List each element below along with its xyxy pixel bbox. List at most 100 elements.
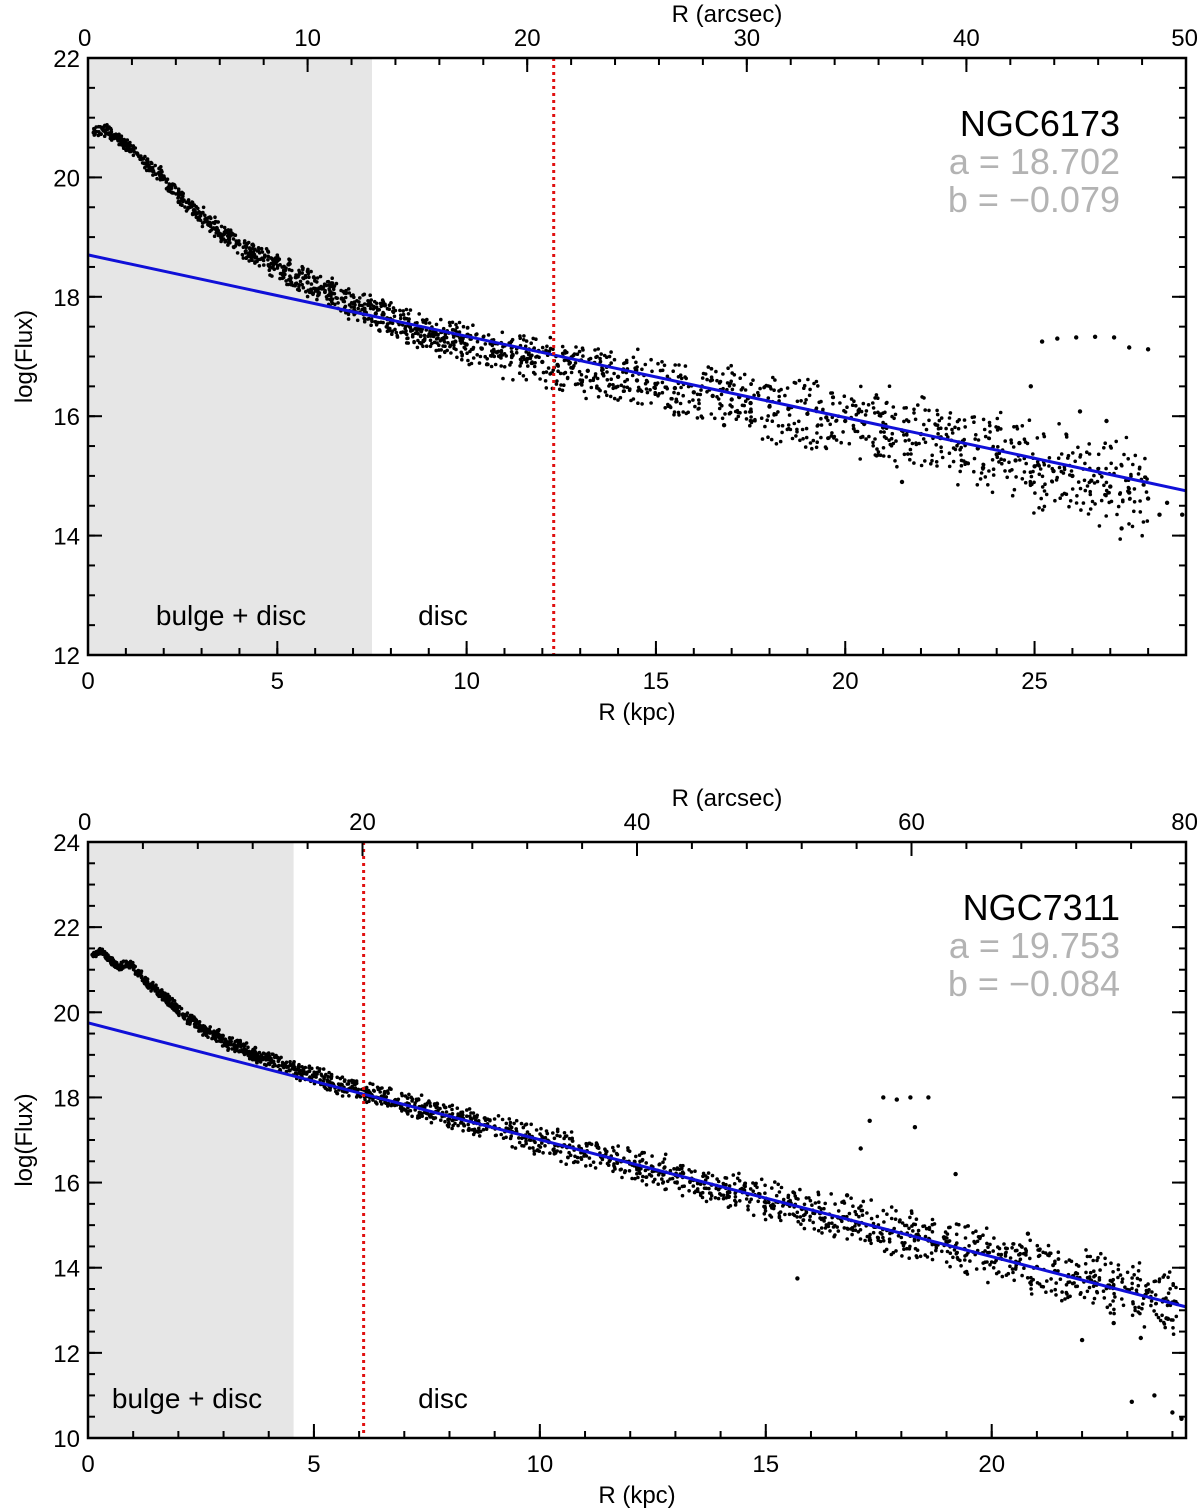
scatter-point bbox=[439, 348, 444, 352]
scatter-point bbox=[770, 1186, 774, 1190]
scatter-point bbox=[540, 345, 545, 350]
scatter-point bbox=[999, 427, 1003, 431]
scatter-point bbox=[991, 467, 996, 472]
scatter-point bbox=[609, 350, 613, 354]
scatter-point bbox=[200, 224, 205, 229]
top-x-tick-labels: 0 10 20 30 40 50 bbox=[78, 25, 1198, 52]
scatter-point bbox=[173, 1006, 177, 1011]
scatter-point bbox=[307, 290, 312, 295]
scatter-point bbox=[697, 398, 701, 402]
bulge-region-label: bulge + disc bbox=[112, 1383, 262, 1414]
scatter-point bbox=[544, 370, 549, 374]
scatter-point bbox=[1131, 462, 1135, 467]
scatter-point bbox=[999, 1252, 1004, 1257]
scatter-point bbox=[183, 205, 187, 209]
scatter-point bbox=[1085, 484, 1090, 488]
scatter-point bbox=[552, 1136, 557, 1141]
galaxy-name: NGC6173 bbox=[960, 103, 1120, 144]
scatter-point bbox=[159, 165, 163, 169]
scatter-point bbox=[1136, 472, 1141, 476]
scatter-point bbox=[297, 268, 301, 273]
scatter-point bbox=[331, 287, 336, 292]
scatter-point bbox=[972, 456, 977, 461]
scatter-point bbox=[1054, 1281, 1058, 1285]
scatter-point bbox=[1107, 490, 1111, 495]
scatter-point bbox=[865, 1211, 869, 1215]
scatter-point bbox=[427, 321, 432, 325]
scatter-point bbox=[744, 1197, 749, 1201]
scatter-point bbox=[795, 399, 800, 404]
scatter-point bbox=[1014, 475, 1018, 479]
scatter-point bbox=[438, 1106, 442, 1111]
scatter-point bbox=[604, 1152, 608, 1156]
scatter-point bbox=[879, 430, 883, 434]
scatter-point bbox=[767, 1200, 771, 1205]
scatter-point bbox=[771, 1202, 775, 1207]
top-x-tick-label: 20 bbox=[349, 809, 376, 836]
scatter-point bbox=[935, 412, 940, 417]
scatter-point bbox=[715, 395, 719, 399]
scatter-point bbox=[336, 301, 340, 305]
scatter-point bbox=[710, 1173, 715, 1178]
scatter-point bbox=[940, 1249, 944, 1254]
scatter-point bbox=[460, 354, 464, 358]
scatter-point bbox=[677, 363, 681, 367]
scatter-point bbox=[524, 360, 529, 364]
scatter-point bbox=[226, 228, 231, 232]
scatter-point bbox=[605, 370, 609, 374]
top-x-axis-label: R (arcsec) bbox=[672, 1, 783, 28]
scatter-point bbox=[567, 1136, 572, 1141]
scatter-point bbox=[502, 365, 507, 369]
scatter-point bbox=[595, 376, 600, 381]
x-axis-label: R (kpc) bbox=[598, 699, 675, 726]
scatter-point bbox=[596, 347, 600, 351]
scatter-point bbox=[471, 323, 475, 328]
scatter-point bbox=[1111, 1299, 1115, 1303]
scatter-point bbox=[403, 324, 408, 329]
scatter-point bbox=[894, 439, 898, 443]
scatter-point bbox=[1047, 456, 1052, 460]
scatter-point bbox=[950, 427, 954, 432]
scatter-point bbox=[1046, 1253, 1050, 1257]
scatter-point bbox=[170, 182, 175, 186]
scatter-point bbox=[164, 180, 169, 184]
scatter-point bbox=[1028, 1281, 1032, 1285]
scatter-point bbox=[684, 411, 689, 416]
scatter-point bbox=[1065, 1292, 1069, 1296]
scatter-point bbox=[1085, 1289, 1090, 1294]
scatter-point bbox=[197, 1021, 201, 1026]
scatter-point bbox=[957, 418, 961, 422]
scatter-point bbox=[500, 330, 505, 335]
scatter-point bbox=[429, 1120, 434, 1125]
scatter-point bbox=[636, 401, 640, 406]
scatter-point bbox=[795, 427, 799, 432]
scatter-point bbox=[1130, 1313, 1135, 1318]
scatter-point bbox=[456, 1123, 460, 1128]
scatter-point bbox=[404, 307, 409, 312]
x-tick-label: 0 bbox=[81, 668, 94, 695]
scatter-point bbox=[611, 383, 615, 387]
scatter-point bbox=[1149, 1299, 1154, 1303]
bulge-region bbox=[88, 842, 294, 1438]
y-tick-label: 14 bbox=[53, 1256, 80, 1283]
scatter-point bbox=[907, 1226, 911, 1231]
scatter-point bbox=[1037, 506, 1041, 510]
scatter-point bbox=[689, 1170, 694, 1174]
scatter-point bbox=[500, 1117, 505, 1122]
scatter-point bbox=[655, 381, 660, 385]
scatter-point bbox=[678, 373, 683, 378]
scatter-point bbox=[819, 1207, 823, 1211]
scatter-point bbox=[726, 366, 730, 371]
scatter-point bbox=[408, 308, 413, 312]
scatter-point bbox=[643, 381, 648, 386]
scatter-point bbox=[738, 1199, 742, 1203]
scatter-point bbox=[1066, 1280, 1070, 1285]
scatter-point bbox=[929, 462, 933, 466]
scatter-point bbox=[607, 354, 612, 359]
scatter-point bbox=[1162, 1273, 1167, 1277]
scatter-point bbox=[411, 333, 415, 337]
scatter-point bbox=[305, 280, 310, 285]
scatter-point bbox=[368, 303, 373, 308]
scatter-point bbox=[334, 296, 338, 300]
scatter-point bbox=[973, 1241, 977, 1245]
